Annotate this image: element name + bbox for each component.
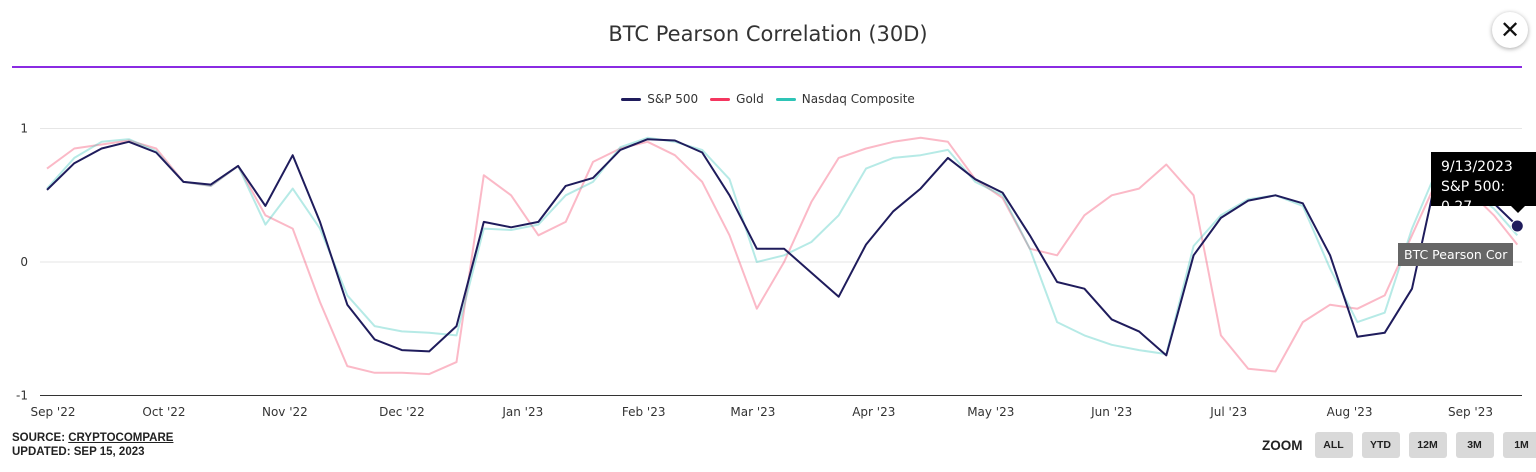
x-tick-label: Jun '23: [1090, 405, 1132, 419]
x-tick-label: Dec '22: [379, 405, 425, 419]
legend-item-gold[interactable]: Gold: [710, 92, 764, 106]
footer: SOURCE: CRYPTOCOMPARE UPDATED: SEP 15, 2…: [12, 431, 173, 459]
tooltip: 9/13/2023 S&P 500: 0.27: [1431, 152, 1536, 215]
source-link[interactable]: CRYPTOCOMPARE: [68, 432, 174, 444]
x-tick-label: Feb '23: [622, 405, 666, 419]
zoom-all-button[interactable]: ALL: [1314, 432, 1353, 458]
zoom-ytd-button[interactable]: YTD: [1361, 432, 1400, 458]
series-name-label: BTC Pearson Cor: [1398, 243, 1514, 266]
updated-label: UPDATED: SEP 15, 2023: [12, 446, 145, 458]
legend-label: Gold: [736, 92, 764, 106]
source-label: SOURCE:: [12, 432, 66, 444]
zoom-1m-button[interactable]: 1M: [1502, 432, 1536, 458]
legend-item-sp500[interactable]: S&P 500: [621, 92, 698, 106]
series-line-nasdaq-composite: [46, 136, 1519, 356]
tooltip-date: 9/13/2023: [1441, 159, 1513, 175]
y-tick-label: 1: [20, 122, 28, 136]
legend-swatch: [775, 97, 796, 101]
x-tick-label: Mar '23: [730, 405, 775, 419]
legend: S&P 500 Gold Nasdaq Composite: [0, 92, 1536, 106]
legend-label: Nasdaq Composite: [801, 92, 915, 106]
zoom-12m-button[interactable]: 12M: [1408, 432, 1447, 458]
tooltip-value: S&P 500: 0.27: [1441, 179, 1506, 215]
legend-item-nasdaq[interactable]: Nasdaq Composite: [775, 92, 915, 106]
x-tick-label: May '23: [967, 405, 1014, 419]
chart-title: BTC Pearson Correlation (30D): [608, 22, 928, 46]
zoom-3m-button[interactable]: 3M: [1455, 432, 1494, 458]
y-tick-label: -1: [16, 389, 28, 403]
y-tick-label: 0: [20, 255, 28, 269]
x-tick-label: Apr '23: [852, 405, 895, 419]
x-tick-label: Oct '22: [142, 405, 185, 419]
x-tick-label: Jan '23: [501, 405, 543, 419]
legend-label: S&P 500: [647, 92, 699, 106]
x-tick-label: Nov '22: [262, 405, 308, 419]
zoom-controls: ZOOM ALL YTD 12M 3M 1M: [1262, 432, 1536, 458]
title-divider: [12, 66, 1522, 68]
zoom-label: ZOOM: [1262, 437, 1303, 453]
x-tick-label: Sep '22: [31, 405, 76, 419]
series-line-s-p-500: [46, 138, 1518, 357]
x-tick-label: Aug '23: [1327, 405, 1373, 419]
x-tick-label: Sep '23: [1448, 405, 1493, 419]
legend-swatch: [710, 97, 731, 101]
close-x-icon[interactable]: ✕: [1492, 12, 1528, 48]
hover-point-marker: [1510, 219, 1524, 233]
series-line-gold: [46, 136, 1519, 376]
x-tick-label: Jul '23: [1209, 405, 1247, 419]
legend-swatch: [621, 97, 642, 101]
